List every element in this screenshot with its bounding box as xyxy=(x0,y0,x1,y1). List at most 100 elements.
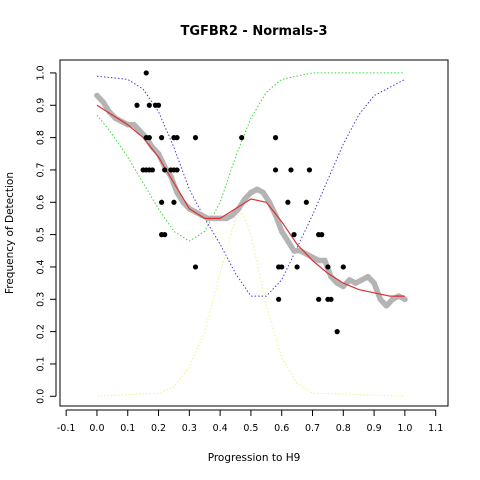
series-component-1 xyxy=(96,72,405,242)
data-point xyxy=(316,296,322,302)
data-point xyxy=(340,264,346,270)
component-2-curve xyxy=(96,75,406,297)
smoothed-trace-point xyxy=(223,215,230,222)
data-point xyxy=(303,199,309,205)
smoothed-trace-point xyxy=(315,257,322,264)
data-point xyxy=(294,264,300,270)
x-tick-label: 0.1 xyxy=(120,423,135,434)
x-axis-label: Progression to H9 xyxy=(208,452,301,464)
series-component-3 xyxy=(96,211,405,397)
smoothed-trace-point xyxy=(340,283,347,290)
smoothed-trace-point xyxy=(137,128,143,134)
y-axis: 0.0 0.1 0.2 0.3 0.4 0.5 0.6 0.7 0.8 0.9 1.0 xyxy=(36,65,57,404)
smoothed-trace-point xyxy=(346,277,353,283)
data-point xyxy=(162,232,168,238)
data-point xyxy=(192,264,199,270)
smoothed-trace-point xyxy=(352,280,359,286)
data-point xyxy=(174,135,180,141)
x-tick-label: 0.0 xyxy=(89,423,104,434)
y-tick-label: 0.4 xyxy=(36,259,47,274)
smoothed-trace-point xyxy=(112,115,119,122)
y-tick-label: 0.2 xyxy=(36,324,47,339)
data-point xyxy=(279,264,285,270)
x-tick-label: 0.7 xyxy=(305,423,320,434)
series-fit xyxy=(96,104,405,297)
chart-title: TGFBR2 - Normals-3 xyxy=(180,24,327,39)
y-tick-label: 0.3 xyxy=(36,292,47,307)
y-tick-label: 0.7 xyxy=(36,162,47,177)
series-layer xyxy=(94,70,408,397)
data-point xyxy=(146,135,152,141)
data-point xyxy=(319,232,325,238)
y-tick-label: 0.6 xyxy=(36,195,47,210)
smoothed-trace-point xyxy=(149,144,156,151)
data-point xyxy=(159,135,165,141)
data-point xyxy=(174,167,180,173)
x-axis: -0.1 0.0 0.1 0.2 0.3 0.4 0.5 0.6 0.7 0.8 0.9 1.0 1.1 xyxy=(57,409,443,434)
y-tick-label: 0.1 xyxy=(36,356,47,371)
data-point xyxy=(291,232,297,238)
smoothed-trace-point xyxy=(248,189,254,196)
data-point xyxy=(272,167,279,173)
smoothed-trace-point xyxy=(377,296,384,303)
smoothed-trace-point xyxy=(254,186,260,193)
data-point xyxy=(143,70,149,76)
data-point xyxy=(146,102,152,108)
smoothed-trace-point xyxy=(285,238,291,244)
smoothed-trace-point xyxy=(131,121,137,128)
x-tick-label: 0.5 xyxy=(243,423,258,434)
smoothed-trace-point xyxy=(389,296,396,303)
smoothed-trace-line xyxy=(94,92,408,309)
component-3-curve xyxy=(96,211,405,397)
smoothed-trace-point xyxy=(402,296,408,303)
smoothed-trace-point xyxy=(229,212,236,219)
data-point xyxy=(306,167,313,173)
series-smooth xyxy=(94,92,408,309)
smoothed-trace-point xyxy=(365,273,371,280)
data-point xyxy=(276,296,282,302)
x-tick-label: 0.9 xyxy=(367,423,382,434)
smoothed-trace-point xyxy=(106,108,113,115)
data-point xyxy=(155,102,162,108)
x-tick-label: 0.6 xyxy=(274,423,289,434)
smoothed-trace-point xyxy=(278,228,285,235)
smoothed-trace-point xyxy=(328,273,334,280)
series-points xyxy=(134,70,346,335)
y-tick-label: 0.0 xyxy=(36,389,47,404)
x-tick-label: 0.4 xyxy=(213,423,228,434)
data-point xyxy=(192,135,199,141)
data-point xyxy=(149,167,155,173)
component-1-curve xyxy=(96,72,405,242)
x-tick-label: 1.0 xyxy=(397,423,412,434)
smoothed-trace-point xyxy=(198,212,205,219)
x-tick-label: -0.1 xyxy=(57,423,76,434)
x-tick-label: 0.8 xyxy=(336,423,351,434)
smoothed-trace-point xyxy=(358,277,365,283)
smoothed-trace-point xyxy=(322,257,328,264)
data-point xyxy=(334,329,340,335)
y-tick-label: 0.8 xyxy=(36,130,47,145)
y-tick-label: 0.9 xyxy=(36,98,47,113)
data-point xyxy=(288,167,294,173)
plot-frame xyxy=(59,59,449,407)
smoothed-trace-point xyxy=(260,189,267,196)
smoothed-trace-point xyxy=(371,280,377,286)
data-point xyxy=(134,102,140,108)
y-tick-label: 0.5 xyxy=(36,227,47,242)
series-component-2 xyxy=(96,75,406,297)
y-axis-label: Frequency of Detection xyxy=(4,172,16,294)
x-tick-label: 0.3 xyxy=(182,423,197,434)
data-point xyxy=(162,167,168,173)
x-tick-label: 1.1 xyxy=(428,423,443,434)
data-point xyxy=(325,264,331,270)
smoothed-trace-point xyxy=(241,196,248,202)
fit-curve xyxy=(96,104,405,297)
x-tick-label: 0.2 xyxy=(151,423,166,434)
smoothed-trace-point xyxy=(100,99,106,105)
data-point xyxy=(159,199,165,205)
smoothed-trace-point xyxy=(291,247,297,254)
y-tick-label: 1.0 xyxy=(36,65,47,80)
data-point xyxy=(328,296,334,302)
data-point xyxy=(285,199,291,205)
